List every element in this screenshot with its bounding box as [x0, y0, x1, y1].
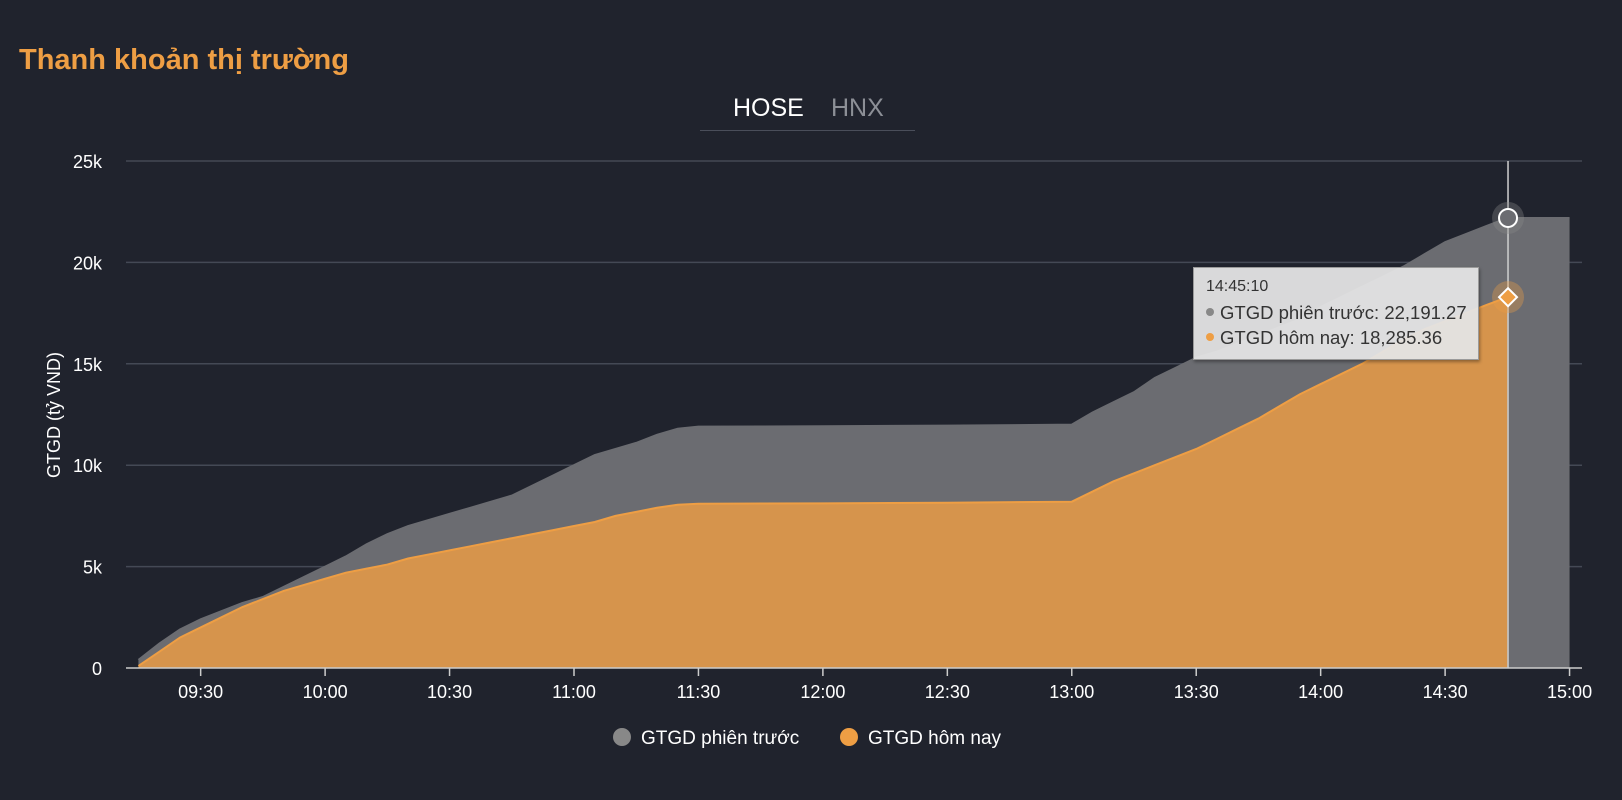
- marker-previous: [1498, 207, 1519, 228]
- x-tick-label-0: 09:30: [178, 682, 223, 702]
- tooltip-previous-text: GTGD phiên trước: 22,191.27: [1220, 302, 1467, 323]
- marker-today: [1497, 286, 1519, 308]
- y-tick-label-0: 0: [92, 659, 102, 679]
- axes: 0 5k 10k 15k 20k 25k 09:30 10:00 10:30 11:00 11:30…: [73, 152, 1592, 702]
- x-tick-label-5: 12:00: [800, 682, 845, 702]
- y-tick-label-2: 10k: [73, 456, 103, 476]
- tooltip-row-previous: GTGD phiên trước: 22,191.27: [1206, 300, 1467, 325]
- series-line-1: [137, 296, 1508, 667]
- hover-markers: [1492, 161, 1525, 668]
- tab-hose[interactable]: HOSE: [733, 94, 804, 122]
- y-tick-label-1: 5k: [83, 558, 103, 578]
- x-tick-label-10: 14:30: [1423, 682, 1468, 702]
- x-tick-label-1: 10:00: [303, 682, 348, 702]
- x-tick-label-8: 13:30: [1174, 682, 1219, 702]
- chart-legend: GTGD phiên trước GTGD hôm nay: [0, 727, 1622, 754]
- legend-item-today[interactable]: GTGD hôm nay: [840, 727, 1002, 750]
- legend-item-previous[interactable]: GTGD phiên trước: [613, 727, 800, 750]
- x-tick-label-4: 11:30: [677, 682, 721, 702]
- x-tick-label-3: 11:00: [552, 682, 596, 702]
- tab-hnx[interactable]: HNX: [831, 94, 884, 122]
- tooltip-dot-today: [1206, 333, 1214, 342]
- y-tick-label-4: 20k: [73, 253, 103, 273]
- y-tick-label-3: 15k: [73, 355, 103, 375]
- exchange-tabs: HOSE HNX: [700, 90, 915, 131]
- tooltip-row-today: GTGD hôm nay: 18,285.36: [1206, 325, 1466, 350]
- y-axis-title: GTGD (tỷ VND): [44, 352, 64, 478]
- tooltip-today-text: GTGD hôm nay: 18,285.36: [1220, 327, 1443, 348]
- series-area-1: [138, 297, 1508, 668]
- page-title: Thanh khoản thị trường: [19, 44, 349, 76]
- x-tick-label-2: 10:30: [427, 682, 472, 702]
- x-tick-label-7: 13:00: [1049, 682, 1094, 702]
- x-tick-label-6: 12:30: [925, 682, 970, 702]
- y-tick-label-5: 25k: [73, 152, 103, 172]
- x-tick-label-9: 14:00: [1298, 682, 1343, 702]
- x-tick-label-11: 15:00: [1547, 682, 1592, 702]
- legend-label-previous: GTGD phiên trước: [641, 728, 800, 749]
- tooltip-dot-previous: [1206, 308, 1214, 317]
- legend-dot-today: [840, 727, 858, 746]
- legend-label-today: GTGD hôm nay: [868, 728, 1002, 749]
- legend-dot-previous: [613, 727, 631, 746]
- chart-tooltip: 14:45:10 GTGD phiên trước: 22,191.27 GTG…: [1193, 267, 1479, 360]
- tooltip-time: 14:45:10: [1206, 278, 1269, 295]
